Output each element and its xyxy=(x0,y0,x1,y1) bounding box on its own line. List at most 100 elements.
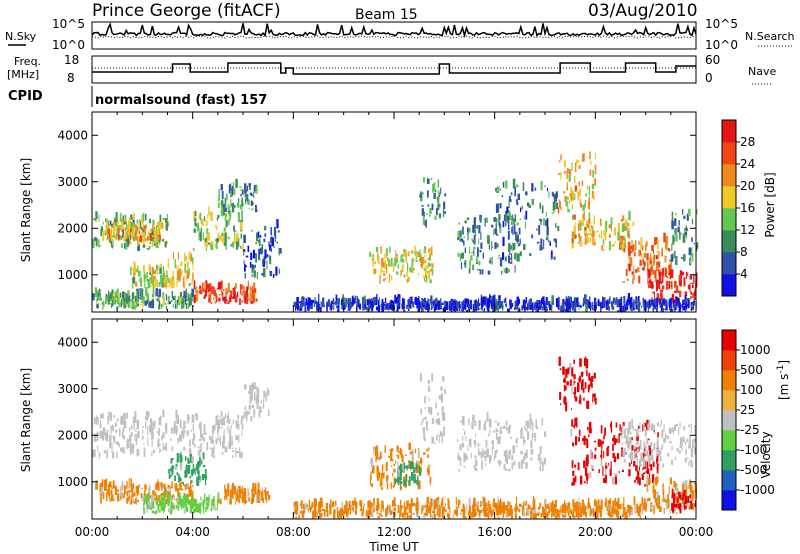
range-time-cell xyxy=(669,440,672,444)
range-time-cell xyxy=(672,492,675,497)
range-time-cell xyxy=(429,247,432,254)
range-time-cell xyxy=(512,225,514,235)
range-time-cell xyxy=(578,165,581,169)
range-time-cell xyxy=(186,469,188,478)
range-time-cell xyxy=(592,393,594,403)
range-time-cell xyxy=(484,420,486,431)
range-time-cell xyxy=(370,471,372,480)
range-time-cell xyxy=(506,449,508,453)
range-time-cell xyxy=(294,501,297,510)
range-time-cell xyxy=(150,273,153,284)
range-time-cell xyxy=(514,186,516,197)
range-time-cell xyxy=(194,217,197,219)
range-time-cell xyxy=(689,482,691,489)
range-time-cell xyxy=(164,487,167,492)
range-time-cell xyxy=(681,444,683,452)
range-time-cell xyxy=(244,264,246,272)
power-plot-area xyxy=(92,112,696,312)
range-time-cell xyxy=(95,415,98,425)
range-time-cell xyxy=(669,427,672,434)
range-time-cell xyxy=(678,220,680,226)
range-time-cell xyxy=(127,238,129,248)
range-time-cell xyxy=(599,439,602,447)
range-time-cell xyxy=(116,228,119,238)
range-time-cell xyxy=(245,195,248,201)
range-time-cell xyxy=(600,301,603,307)
range-time-cell xyxy=(225,241,228,250)
range-time-cell xyxy=(574,475,577,483)
range-time-cell xyxy=(434,306,437,308)
range-time-cell xyxy=(241,210,243,214)
range-time-cell xyxy=(690,502,693,510)
range-time-cell xyxy=(501,501,503,507)
range-time-cell xyxy=(474,468,478,472)
range-time-cell xyxy=(232,482,234,492)
range-time-cell xyxy=(627,293,631,303)
range-time-cell xyxy=(577,462,580,471)
range-time-cell xyxy=(183,447,186,451)
range-time-cell xyxy=(109,442,112,449)
range-time-cell xyxy=(539,449,542,455)
range-time-cell xyxy=(334,515,337,518)
range-time-cell xyxy=(661,444,664,450)
range-time-cell xyxy=(552,503,554,507)
range-time-cell xyxy=(636,431,639,436)
range-time-cell xyxy=(184,429,186,433)
range-time-cell xyxy=(349,297,351,308)
range-time-cell xyxy=(628,210,631,221)
range-time-cell xyxy=(261,491,264,500)
range-time-cell xyxy=(569,303,571,309)
range-time-cell xyxy=(357,298,359,306)
range-time-cell xyxy=(226,416,228,419)
range-time-cell xyxy=(656,496,659,505)
range-time-cell xyxy=(608,235,611,238)
range-time-cell xyxy=(164,275,167,277)
range-time-cell xyxy=(480,500,482,508)
range-time-cell xyxy=(216,288,219,290)
range-time-cell xyxy=(691,218,694,225)
range-time-cell xyxy=(190,481,192,491)
range-time-cell xyxy=(142,503,146,505)
range-time-cell xyxy=(381,464,384,471)
range-time-cell xyxy=(184,263,186,274)
range-time-cell xyxy=(238,494,240,504)
range-time-cell xyxy=(151,495,155,503)
range-time-cell xyxy=(577,191,579,200)
range-time-cell xyxy=(93,449,96,457)
range-time-cell xyxy=(629,513,631,517)
range-time-cell xyxy=(609,498,611,506)
range-time-cell xyxy=(119,224,121,231)
range-time-cell xyxy=(635,447,638,454)
range-time-cell xyxy=(167,277,170,283)
range-time-cell xyxy=(311,501,314,508)
range-time-cell xyxy=(588,429,590,433)
range-time-cell xyxy=(573,359,575,364)
range-time-cell xyxy=(623,222,626,231)
range-time-cell xyxy=(386,475,389,481)
range-time-cell xyxy=(693,290,696,297)
range-time-cell xyxy=(436,196,439,202)
range-time-cell xyxy=(189,440,191,446)
range-time-cell xyxy=(406,271,408,277)
power-data-layer xyxy=(92,151,699,312)
range-time-cell xyxy=(584,382,587,389)
range-time-cell xyxy=(405,454,407,456)
range-time-cell xyxy=(533,435,535,438)
range-time-cell xyxy=(432,301,435,305)
range-time-cell xyxy=(612,244,615,247)
range-time-cell xyxy=(162,409,165,418)
range-time-cell xyxy=(386,302,388,309)
range-time-cell xyxy=(651,281,654,289)
range-time-cell xyxy=(176,270,180,280)
range-time-cell xyxy=(399,485,402,491)
range-time-cell xyxy=(632,278,634,284)
range-time-cell xyxy=(499,202,502,209)
range-time-cell xyxy=(678,274,681,283)
range-time-cell xyxy=(594,178,597,186)
range-time-cell xyxy=(625,269,628,276)
velocity-colorbar-segment xyxy=(722,330,736,351)
range-time-cell xyxy=(581,219,585,226)
range-time-cell xyxy=(347,511,349,519)
range-time-cell xyxy=(656,287,658,292)
